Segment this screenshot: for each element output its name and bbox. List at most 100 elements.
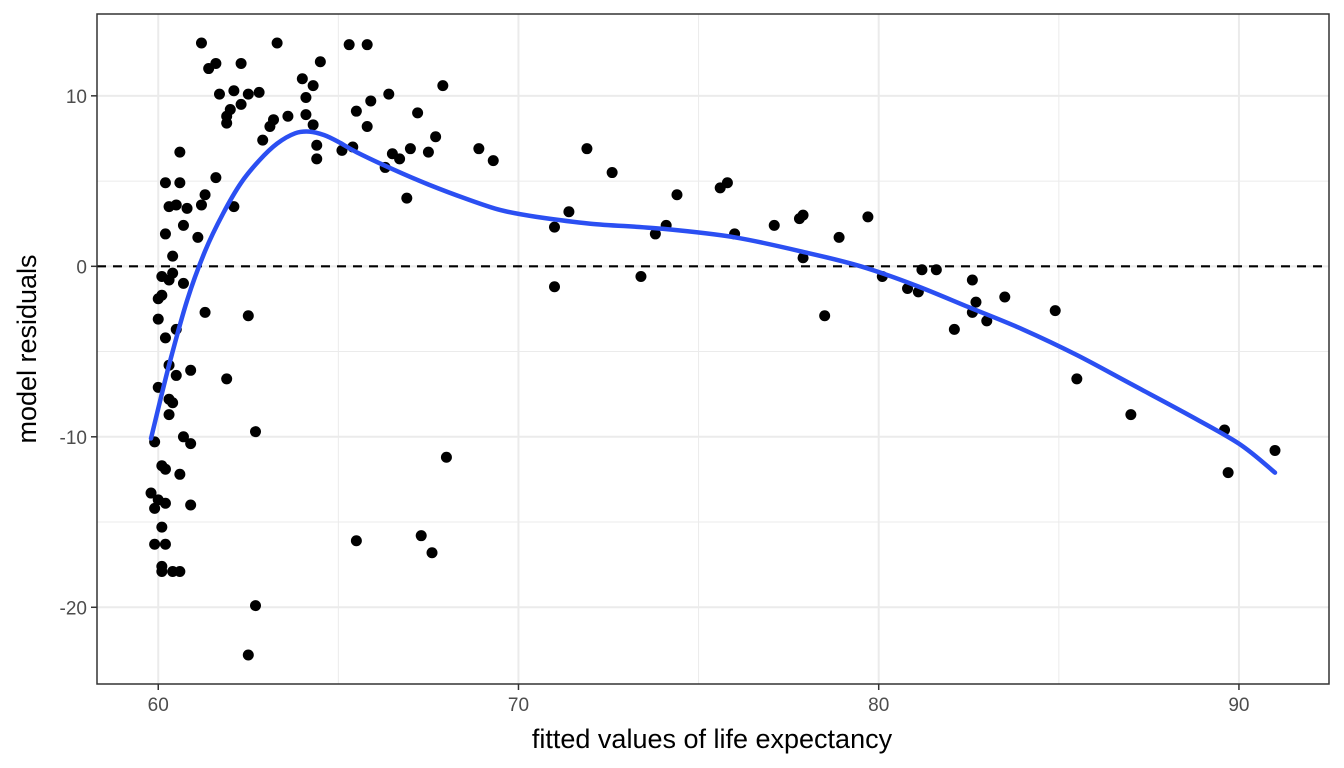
data-point: [401, 192, 413, 204]
data-point: [422, 146, 434, 158]
data-point: [563, 206, 575, 218]
data-point: [257, 134, 269, 146]
data-point: [1049, 305, 1061, 317]
x-axis-ticks: 60 70 80 90: [148, 684, 1250, 716]
data-point: [159, 332, 171, 344]
panel-border: [96, 13, 1330, 685]
data-point: [606, 167, 618, 179]
y-tick-label: 10: [66, 87, 87, 108]
data-point: [412, 107, 424, 119]
data-point: [174, 146, 186, 158]
data-point: [437, 80, 449, 92]
data-point: [311, 139, 323, 151]
data-point: [213, 88, 225, 100]
y-tick-label: -20: [60, 598, 87, 619]
data-point: [185, 438, 197, 450]
data-point: [159, 177, 171, 189]
data-point: [174, 565, 186, 577]
data-point: [970, 296, 982, 308]
data-point: [282, 110, 294, 122]
data-point: [177, 431, 189, 443]
data-point: [195, 37, 207, 49]
data-point: [177, 277, 189, 289]
data-point: [1269, 444, 1281, 456]
data-point: [199, 189, 211, 201]
data-point: [264, 121, 276, 133]
data-point: [235, 98, 247, 110]
data-point: [242, 649, 254, 661]
data-point: [271, 37, 283, 49]
data-point: [228, 201, 240, 213]
data-point: [548, 221, 560, 233]
data-point: [797, 252, 809, 264]
data-point: [635, 271, 647, 283]
data-point: [152, 313, 164, 325]
data-point: [426, 547, 438, 559]
data-point: [159, 463, 171, 475]
data-point: [156, 521, 168, 533]
data-point: [163, 409, 175, 421]
data-point: [440, 451, 452, 463]
data-point: [999, 291, 1011, 303]
data-point: [177, 219, 189, 231]
data-point: [199, 306, 211, 318]
data-point: [167, 397, 179, 409]
data-point: [159, 228, 171, 240]
data-point: [721, 177, 733, 189]
data-point: [159, 497, 171, 509]
data-point: [170, 199, 182, 211]
data-point: [930, 264, 942, 276]
x-axis-title: fitted values of life expectancy: [532, 724, 893, 754]
data-point: [221, 117, 233, 129]
data-point: [819, 310, 831, 322]
data-point: [307, 80, 319, 92]
data-point: [163, 274, 175, 286]
data-point: [300, 92, 312, 104]
data-point: [981, 315, 993, 327]
data-point: [1125, 409, 1137, 421]
data-point: [203, 63, 215, 75]
data-point: [350, 105, 362, 117]
data-point: [242, 310, 254, 322]
data-point: [145, 487, 157, 499]
data-point: [365, 95, 377, 107]
data-point: [185, 364, 197, 376]
data-point: [296, 73, 308, 85]
data-point: [404, 143, 416, 155]
data-point: [174, 177, 186, 189]
data-point: [1222, 467, 1234, 479]
data-point: [350, 535, 362, 547]
y-tick-label: -10: [60, 428, 87, 449]
data-point: [242, 88, 254, 100]
data-point: [671, 189, 683, 201]
data-point: [185, 499, 197, 511]
data-point: [149, 538, 161, 550]
data-point: [235, 57, 247, 69]
data-point: [916, 264, 928, 276]
data-point: [314, 56, 326, 68]
data-point: [361, 121, 373, 133]
data-point: [300, 109, 312, 121]
x-tick-label: 80: [868, 695, 889, 716]
data-point: [1071, 373, 1083, 385]
data-point: [159, 538, 171, 550]
data-point: [966, 274, 978, 286]
data-point: [311, 153, 323, 165]
data-point: [167, 250, 179, 262]
data-point: [181, 202, 193, 214]
data-point: [394, 153, 406, 165]
data-point: [415, 530, 427, 542]
data-point: [768, 219, 780, 231]
data-point: [250, 600, 262, 612]
data-point: [152, 293, 164, 305]
x-tick-label: 90: [1228, 695, 1249, 716]
data-point: [210, 172, 222, 184]
data-point: [307, 119, 319, 131]
data-point: [343, 39, 355, 51]
data-point: [383, 88, 395, 100]
x-tick-label: 60: [148, 695, 169, 716]
y-axis-title: model residuals: [12, 254, 42, 443]
data-point: [224, 103, 236, 115]
smooth-trend-line: [148, 129, 1278, 475]
